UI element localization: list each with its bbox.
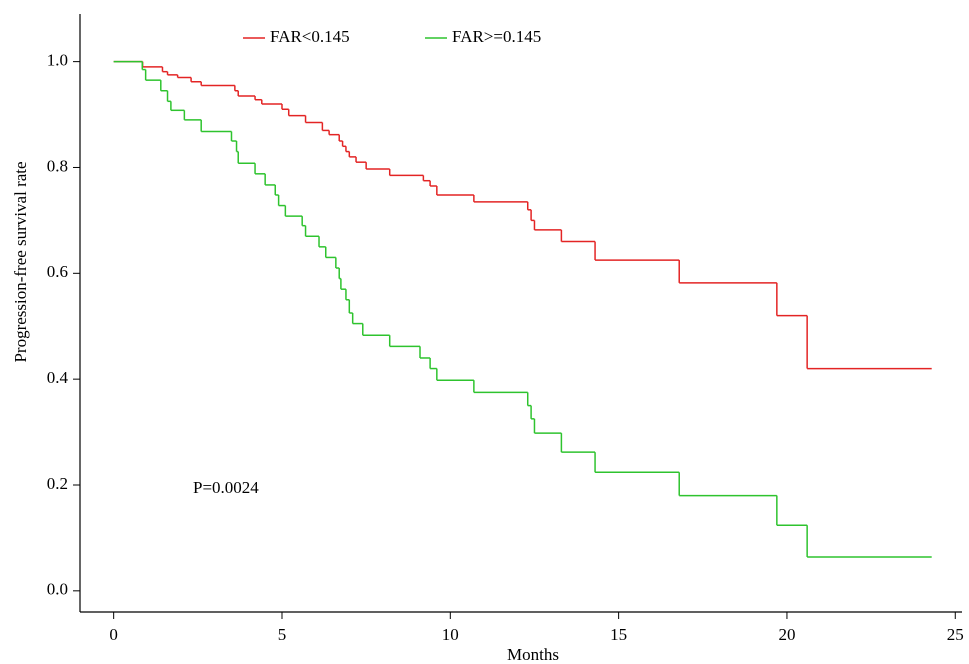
p-value-annotation: P=0.0024 (193, 478, 259, 497)
y-tick-label: 1.0 (47, 51, 68, 70)
x-tick-label: 25 (947, 625, 964, 644)
legend-label: FAR<0.145 (270, 27, 350, 46)
y-tick-label: 0.6 (47, 262, 68, 281)
x-tick-label: 20 (778, 625, 795, 644)
x-tick-label: 10 (442, 625, 459, 644)
y-axis-label: Progression-free survival rate (11, 161, 30, 362)
y-tick-label: 0.8 (47, 156, 68, 175)
x-tick-label: 15 (610, 625, 627, 644)
y-tick-label: 0.4 (47, 368, 69, 387)
x-tick-label: 0 (109, 625, 118, 644)
y-tick-label: 0.2 (47, 474, 68, 493)
x-tick-label: 5 (278, 625, 287, 644)
y-tick-label: 0.0 (47, 580, 68, 599)
x-axis-label: Months (507, 645, 559, 664)
legend-label: FAR>=0.145 (452, 27, 541, 46)
